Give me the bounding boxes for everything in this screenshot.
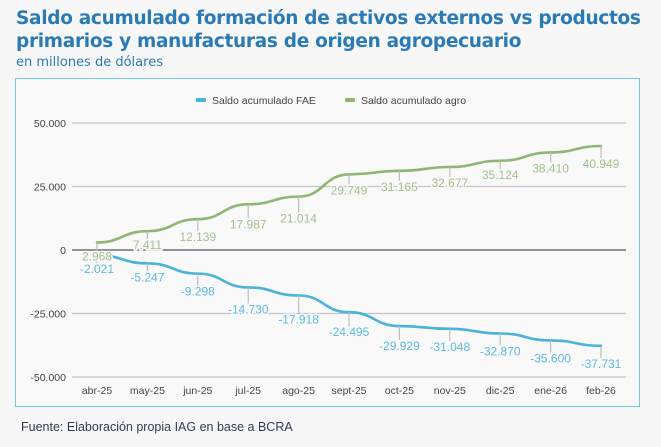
x-axis: abr-25 may-25 jun-25 jul-25 ago-25 sept-25 oct… xyxy=(82,385,616,397)
series-line-fae xyxy=(95,253,603,348)
data-label-fae: -17.918 xyxy=(278,313,319,327)
legend-item-fae: Saldo acumulado FAE xyxy=(196,95,316,107)
y-tick-label: 50.000 xyxy=(34,118,66,130)
data-label-agro: 12.139 xyxy=(179,230,216,244)
legend-item-agro: Saldo acumulado agro xyxy=(345,95,466,107)
legend-label: Saldo acumulado agro xyxy=(361,95,466,107)
y-tick-label: -25.000 xyxy=(30,309,66,321)
y-tick-label: -50.000 xyxy=(30,372,66,384)
x-tick-label: abr-25 xyxy=(82,385,113,397)
data-label-fae: -35.600 xyxy=(530,351,571,365)
data-label-agro: 35.124 xyxy=(482,168,519,182)
x-tick-label: may-25 xyxy=(130,385,165,397)
data-label-fae: -37.731 xyxy=(581,357,622,371)
x-tick-label: feb-26 xyxy=(586,385,616,397)
legend-label: Saldo acumulado FAE xyxy=(212,95,316,107)
data-label-fae: -29.929 xyxy=(379,339,420,353)
data-label-agro: 38.410 xyxy=(532,161,569,175)
data-label-agro: 2.968 xyxy=(82,249,112,263)
x-tick-label: dic-25 xyxy=(486,385,515,397)
legend: Saldo acumulado FAE Saldo acumulado agro xyxy=(196,95,466,107)
data-label-fae: -2.021 xyxy=(80,262,114,276)
x-tick-label: jun-25 xyxy=(182,385,212,397)
data-label-agro: 17.987 xyxy=(230,217,267,231)
data-label-fae: -14.730 xyxy=(228,302,269,316)
chart-title: Saldo acumulado formación de activos ext… xyxy=(16,8,641,52)
data-label-fae: -5.247 xyxy=(130,270,164,284)
x-tick-label: nov-25 xyxy=(434,385,466,397)
y-tick-label: 25.000 xyxy=(34,182,66,194)
x-tick-label: sept-25 xyxy=(331,385,366,397)
data-label-fae: -9.298 xyxy=(181,285,215,299)
data-label-agro: 31.165 xyxy=(381,180,418,194)
chart-subtitle: en millones de dólares xyxy=(16,55,163,70)
data-label-fae: -31.048 xyxy=(429,340,470,354)
data-label-fae: -32.870 xyxy=(480,344,521,358)
x-tick-label: ago-25 xyxy=(282,385,315,397)
chart-frame xyxy=(15,78,640,407)
source-note: Fuente: Elaboración propia IAG en base a… xyxy=(21,420,293,434)
y-axis: 50.000 25.000 0 -25.000 -50.000 xyxy=(30,118,66,384)
legend-swatch xyxy=(196,98,206,102)
data-label-agro: 21.014 xyxy=(280,212,317,226)
data-labels: -2.021-5.247-9.298-14.730-17.918-24.495-… xyxy=(78,145,623,372)
data-label-agro: 7.411 xyxy=(133,238,162,252)
legend-swatch xyxy=(345,98,355,102)
data-label-agro: 29.749 xyxy=(331,183,368,197)
x-tick-label: oct-25 xyxy=(385,385,414,397)
x-tick-label: ene-26 xyxy=(534,385,567,397)
data-label-fae: -24.495 xyxy=(329,325,370,339)
data-label-agro: 40.949 xyxy=(583,157,620,171)
data-label-agro: 32.677 xyxy=(431,176,468,190)
x-tick-label: jul-25 xyxy=(234,385,261,397)
y-tick-label: 0 xyxy=(60,245,66,257)
